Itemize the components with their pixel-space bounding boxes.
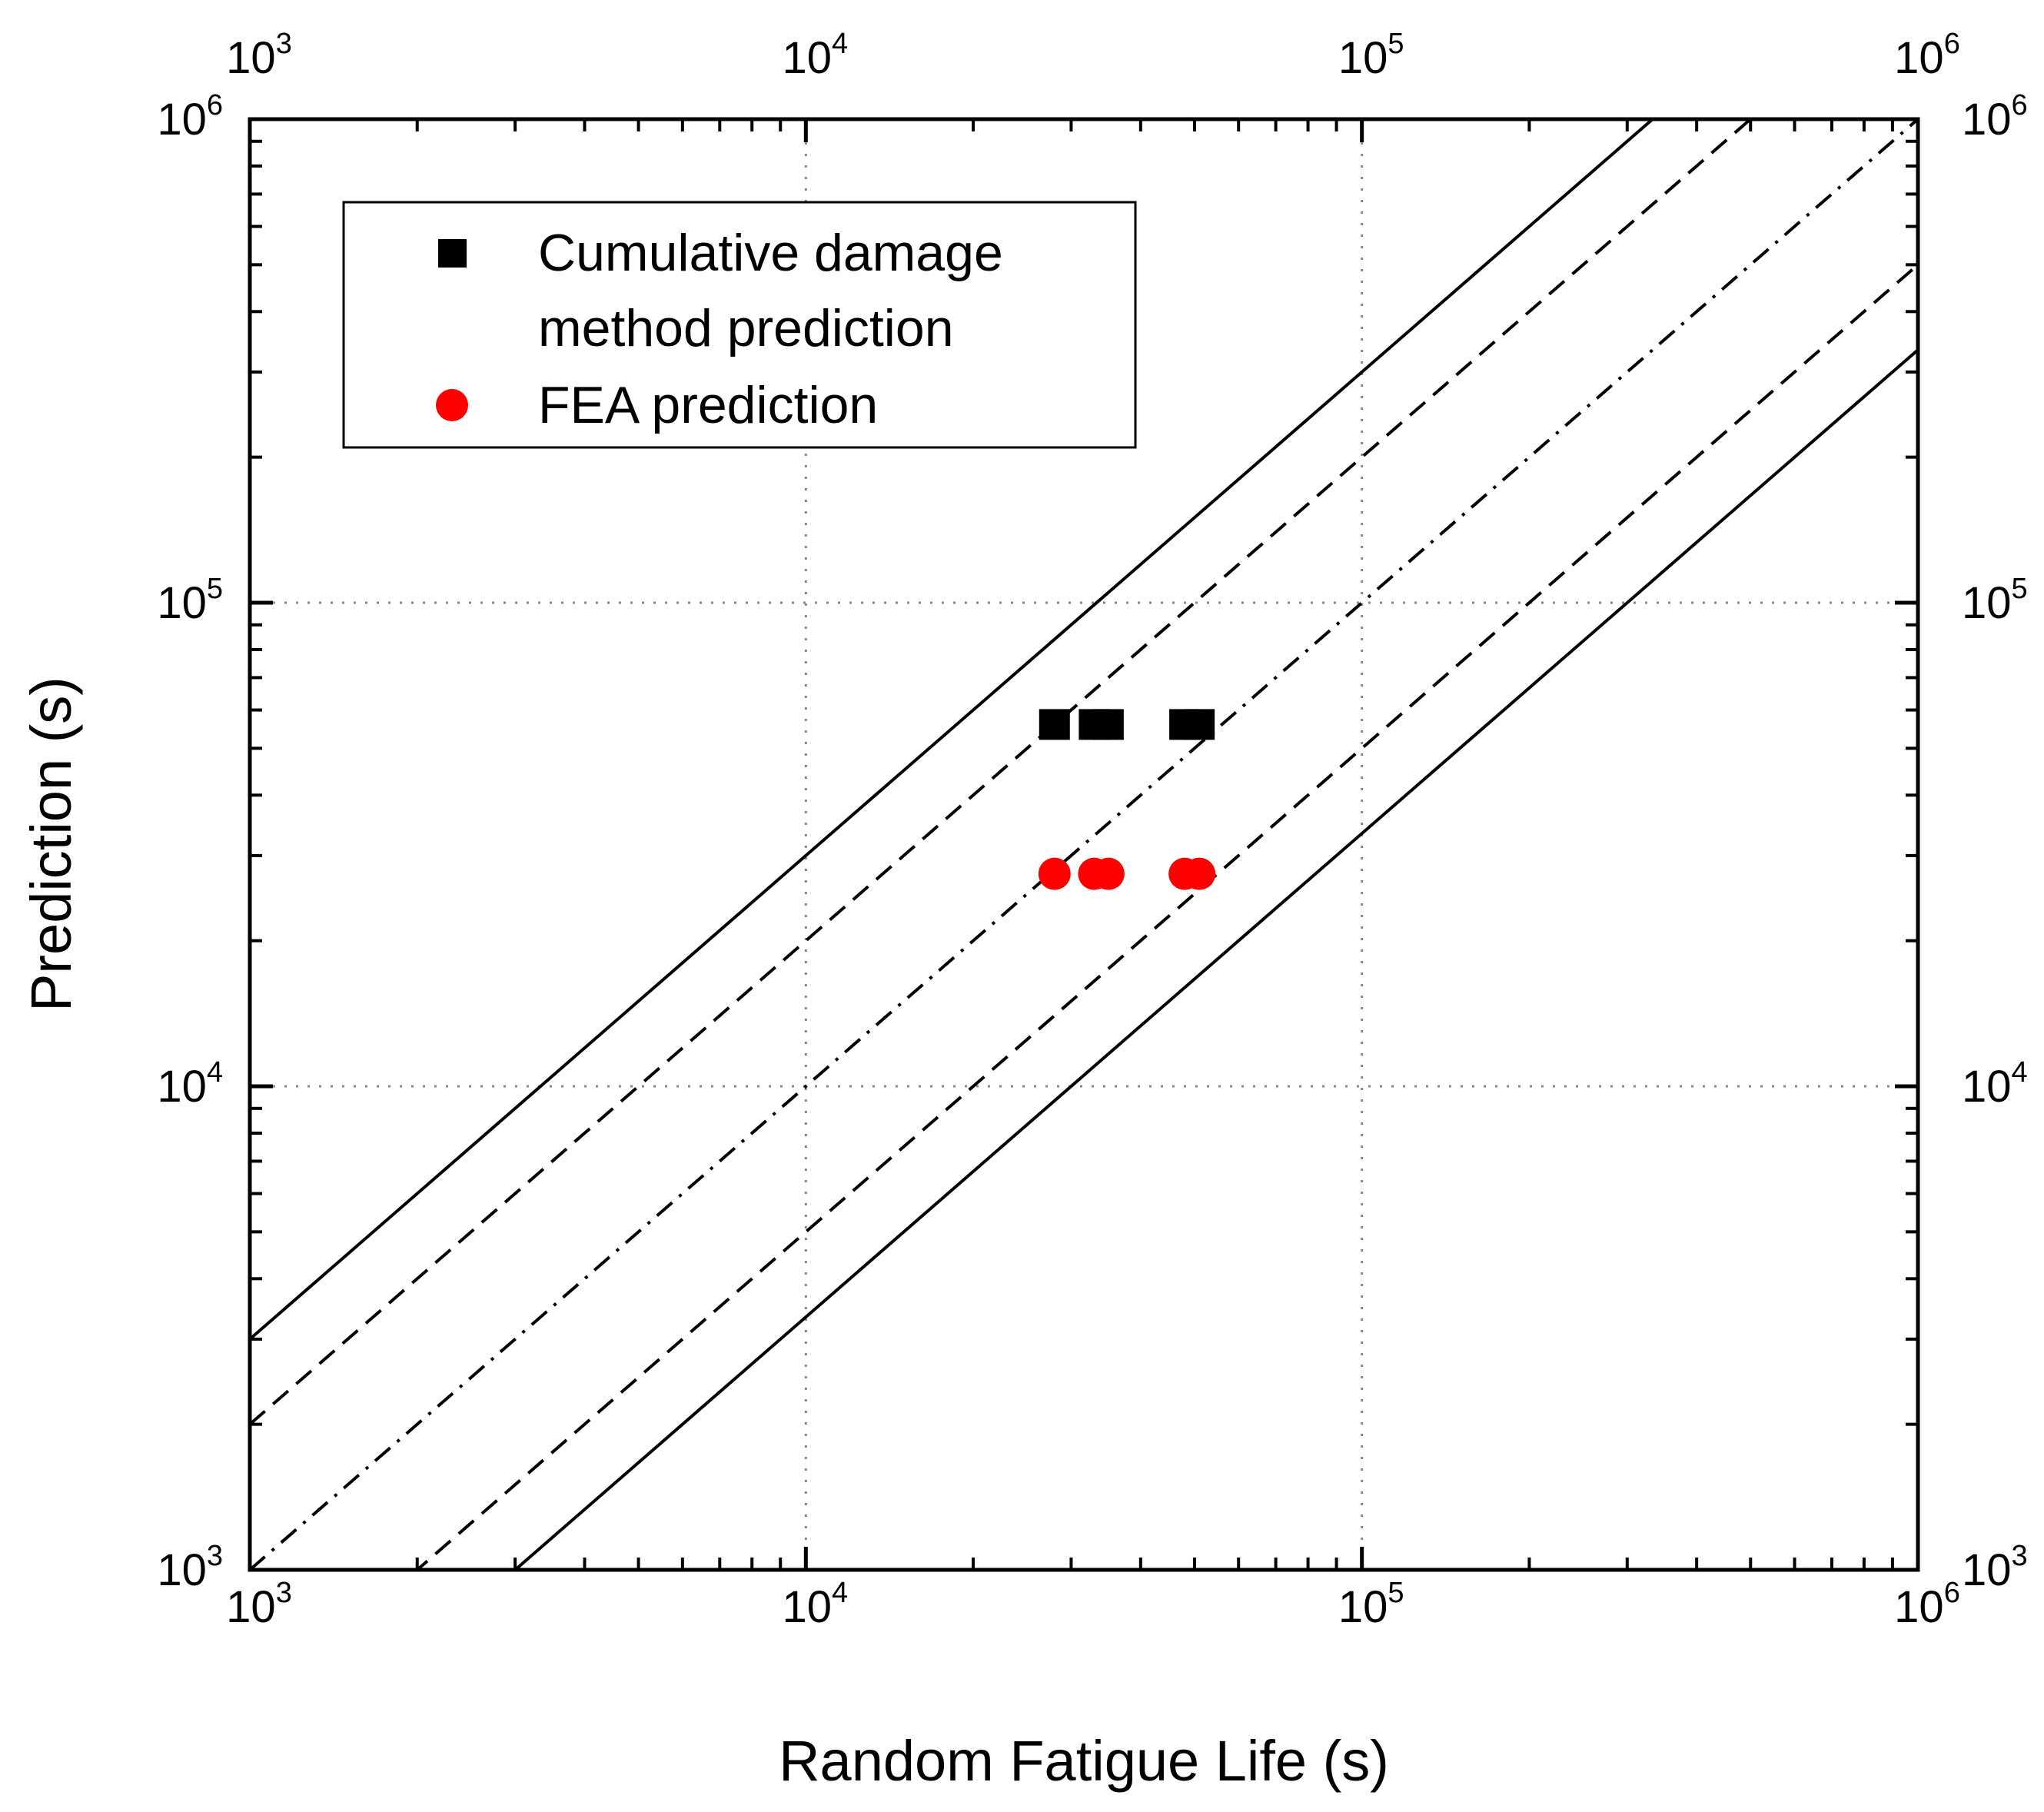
- legend-box: [342, 201, 1137, 449]
- reference-line-unity: [250, 119, 1918, 1570]
- legend-label-cumulative-line1: Cumulative damage: [538, 224, 1003, 282]
- axis-ticks: [248, 117, 1920, 1572]
- x-tick-label-top: 104: [783, 28, 849, 83]
- legend-square-marker: [438, 239, 467, 268]
- y-tick-label-left: 104: [157, 1056, 223, 1112]
- x-axis-title: Random Fatigue Life (s): [779, 1729, 1389, 1793]
- reference-line-factor-3-lower: [513, 348, 1918, 1570]
- legend: Cumulative damage method prediction FEA …: [342, 201, 1137, 449]
- y-tick-label-left: 103: [157, 1540, 223, 1595]
- y-tick-label-right: 103: [1962, 1540, 2028, 1595]
- x-tick-label-bottom: 103: [226, 1577, 292, 1632]
- marker-cumulative-damage: [1092, 709, 1124, 740]
- data-markers: [1038, 709, 1216, 890]
- reference-line-factor-2-lower: [414, 263, 1918, 1570]
- x-tick-label-bottom: 105: [1338, 1577, 1404, 1632]
- grid: [250, 119, 1918, 1570]
- y-tick-label-left: 106: [157, 89, 223, 145]
- marker-cumulative-damage: [1184, 709, 1215, 740]
- marker-fea: [1183, 857, 1216, 890]
- legend-label-fea: FEA prediction: [538, 376, 878, 434]
- x-tick-label-top: 103: [226, 28, 292, 83]
- marker-fea: [1038, 857, 1071, 890]
- x-tick-label-bottom: 106: [1894, 1577, 1960, 1632]
- x-tick-label-bottom: 104: [783, 1577, 849, 1632]
- plot-frame: [248, 117, 1920, 1572]
- y-axis-title: Prediction (s): [19, 677, 83, 1012]
- reference-lines: [250, 119, 1918, 1570]
- reference-line-factor-3-upper: [250, 119, 1655, 1341]
- y-tick-label-right: 104: [1962, 1056, 2028, 1112]
- x-tick-label-top: 106: [1894, 28, 1960, 83]
- marker-fea: [1092, 857, 1125, 890]
- y-tick-label-left: 105: [157, 573, 223, 628]
- legend-label-cumulative-line2: method prediction: [538, 299, 954, 357]
- x-tick-label-top: 105: [1338, 28, 1404, 83]
- y-tick-label-right: 105: [1962, 573, 2028, 628]
- marker-cumulative-damage: [1039, 709, 1070, 740]
- y-tick-label-right: 106: [1962, 89, 2028, 145]
- legend-circle-marker: [436, 389, 468, 421]
